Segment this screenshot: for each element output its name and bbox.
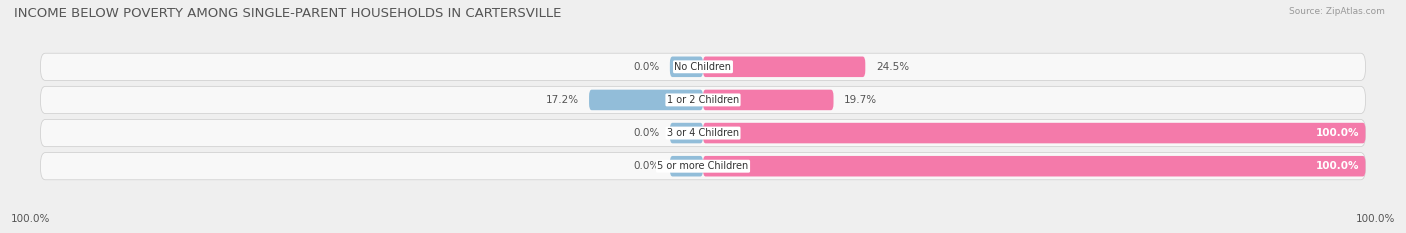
Text: 0.0%: 0.0% bbox=[633, 161, 659, 171]
FancyBboxPatch shape bbox=[589, 90, 703, 110]
Text: 0.0%: 0.0% bbox=[633, 128, 659, 138]
Text: INCOME BELOW POVERTY AMONG SINGLE-PARENT HOUSEHOLDS IN CARTERSVILLE: INCOME BELOW POVERTY AMONG SINGLE-PARENT… bbox=[14, 7, 561, 20]
FancyBboxPatch shape bbox=[669, 57, 703, 77]
Text: 0.0%: 0.0% bbox=[633, 62, 659, 72]
Text: 100.0%: 100.0% bbox=[1316, 128, 1358, 138]
FancyBboxPatch shape bbox=[41, 86, 1365, 113]
Text: 1 or 2 Children: 1 or 2 Children bbox=[666, 95, 740, 105]
Text: 100.0%: 100.0% bbox=[1355, 214, 1395, 224]
FancyBboxPatch shape bbox=[703, 123, 1365, 143]
FancyBboxPatch shape bbox=[41, 153, 1365, 180]
Text: Source: ZipAtlas.com: Source: ZipAtlas.com bbox=[1289, 7, 1385, 16]
Text: 100.0%: 100.0% bbox=[11, 214, 51, 224]
FancyBboxPatch shape bbox=[703, 156, 1365, 176]
FancyBboxPatch shape bbox=[703, 90, 834, 110]
FancyBboxPatch shape bbox=[41, 53, 1365, 80]
Text: 5 or more Children: 5 or more Children bbox=[658, 161, 748, 171]
FancyBboxPatch shape bbox=[41, 120, 1365, 147]
FancyBboxPatch shape bbox=[703, 57, 865, 77]
Text: No Children: No Children bbox=[675, 62, 731, 72]
Text: 17.2%: 17.2% bbox=[546, 95, 578, 105]
Text: 24.5%: 24.5% bbox=[876, 62, 910, 72]
FancyBboxPatch shape bbox=[669, 123, 703, 143]
FancyBboxPatch shape bbox=[669, 156, 703, 176]
Text: 100.0%: 100.0% bbox=[1316, 161, 1358, 171]
Text: 3 or 4 Children: 3 or 4 Children bbox=[666, 128, 740, 138]
Text: 19.7%: 19.7% bbox=[844, 95, 877, 105]
